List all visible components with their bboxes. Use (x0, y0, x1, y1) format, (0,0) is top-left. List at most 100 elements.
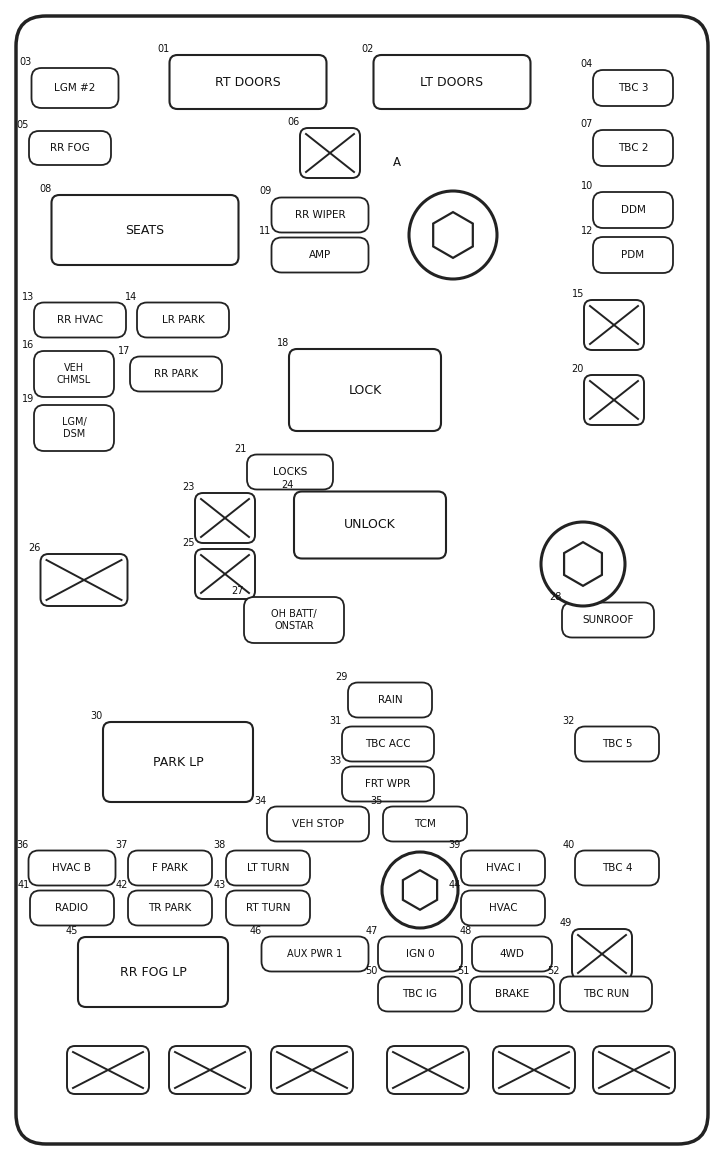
Text: 48: 48 (460, 926, 472, 935)
FancyBboxPatch shape (16, 16, 708, 1144)
Text: PDM: PDM (621, 251, 644, 260)
FancyBboxPatch shape (593, 70, 673, 106)
Text: RR FOG: RR FOG (50, 143, 90, 153)
Text: 51: 51 (458, 965, 470, 976)
FancyBboxPatch shape (472, 936, 552, 972)
Text: RR FOG LP: RR FOG LP (119, 965, 186, 979)
Text: 07: 07 (581, 119, 593, 129)
Polygon shape (403, 870, 437, 909)
Text: 01: 01 (157, 44, 169, 55)
FancyBboxPatch shape (267, 806, 369, 841)
FancyBboxPatch shape (584, 375, 644, 425)
FancyBboxPatch shape (584, 300, 644, 350)
Text: 49: 49 (560, 918, 572, 928)
Text: 38: 38 (214, 840, 226, 849)
FancyBboxPatch shape (575, 726, 659, 761)
Text: LGM/
DSM: LGM/ DSM (62, 418, 86, 438)
Text: 44: 44 (449, 879, 461, 890)
Text: 40: 40 (563, 840, 575, 849)
FancyBboxPatch shape (461, 850, 545, 885)
Text: VEH
CHMSL: VEH CHMSL (57, 363, 91, 385)
Text: HVAC B: HVAC B (53, 863, 91, 873)
Text: LOCK: LOCK (348, 384, 382, 397)
Text: RT TURN: RT TURN (245, 902, 290, 913)
Text: LT DOORS: LT DOORS (421, 75, 484, 88)
FancyBboxPatch shape (272, 197, 369, 232)
Text: RADIO: RADIO (56, 902, 88, 913)
Text: 04: 04 (581, 59, 593, 68)
Text: FRT WPR: FRT WPR (366, 780, 411, 789)
FancyBboxPatch shape (461, 891, 545, 926)
Text: 26: 26 (28, 543, 41, 553)
Text: TR PARK: TR PARK (148, 902, 192, 913)
Text: AUX PWR 1: AUX PWR 1 (287, 949, 342, 959)
FancyBboxPatch shape (593, 237, 673, 273)
Text: TBC ACC: TBC ACC (365, 739, 411, 749)
Text: TBC RUN: TBC RUN (583, 989, 629, 999)
Text: RR WIPER: RR WIPER (295, 210, 345, 220)
Text: TCM: TCM (414, 819, 436, 829)
Text: A: A (393, 155, 401, 168)
Text: DDM: DDM (620, 205, 645, 215)
Text: 46: 46 (249, 926, 261, 935)
Text: 08: 08 (39, 184, 51, 194)
Text: 20: 20 (572, 364, 584, 374)
FancyBboxPatch shape (169, 55, 327, 109)
Text: RT DOORS: RT DOORS (215, 75, 281, 88)
Text: TBC 5: TBC 5 (602, 739, 632, 749)
FancyBboxPatch shape (195, 493, 255, 543)
FancyBboxPatch shape (34, 303, 126, 338)
Text: 30: 30 (90, 711, 103, 722)
FancyBboxPatch shape (348, 682, 432, 718)
Text: 12: 12 (581, 226, 593, 235)
Text: 03: 03 (20, 57, 32, 67)
FancyBboxPatch shape (41, 554, 127, 606)
Text: 21: 21 (235, 443, 247, 454)
Text: 39: 39 (449, 840, 461, 849)
Text: F PARK: F PARK (152, 863, 188, 873)
Text: LGM #2: LGM #2 (54, 84, 96, 93)
Polygon shape (564, 542, 602, 586)
Text: UNLOCK: UNLOCK (344, 519, 396, 531)
FancyBboxPatch shape (387, 1046, 469, 1094)
Text: SUNROOF: SUNROOF (582, 615, 634, 625)
Text: RR HVAC: RR HVAC (57, 316, 103, 325)
Text: PARK LP: PARK LP (153, 755, 203, 768)
Circle shape (541, 522, 625, 606)
FancyBboxPatch shape (593, 1046, 675, 1094)
Text: 19: 19 (22, 394, 34, 404)
Text: 4WD: 4WD (500, 949, 524, 959)
Text: LT TURN: LT TURN (247, 863, 290, 873)
FancyBboxPatch shape (29, 131, 111, 165)
Text: 47: 47 (366, 926, 378, 935)
Text: 24: 24 (282, 480, 294, 491)
FancyBboxPatch shape (51, 195, 238, 264)
FancyBboxPatch shape (575, 850, 659, 885)
Text: 10: 10 (581, 181, 593, 191)
FancyBboxPatch shape (378, 977, 462, 1012)
Text: RR PARK: RR PARK (154, 369, 198, 379)
FancyBboxPatch shape (289, 349, 441, 432)
Text: 50: 50 (366, 965, 378, 976)
FancyBboxPatch shape (593, 193, 673, 229)
Text: 43: 43 (214, 879, 226, 890)
Text: 15: 15 (572, 289, 584, 299)
Text: 16: 16 (22, 340, 34, 350)
Text: 14: 14 (125, 291, 137, 302)
FancyBboxPatch shape (67, 1046, 149, 1094)
FancyBboxPatch shape (34, 405, 114, 451)
Text: 17: 17 (117, 346, 130, 355)
Text: OH BATT/
ONSTAR: OH BATT/ ONSTAR (272, 609, 317, 631)
Text: TBC IG: TBC IG (403, 989, 437, 999)
Text: 25: 25 (182, 538, 195, 548)
Text: 52: 52 (547, 965, 560, 976)
Text: VEH STOP: VEH STOP (292, 819, 344, 829)
FancyBboxPatch shape (32, 68, 119, 108)
Text: 18: 18 (277, 338, 289, 348)
FancyBboxPatch shape (342, 767, 434, 802)
FancyBboxPatch shape (130, 356, 222, 392)
FancyBboxPatch shape (247, 455, 333, 490)
FancyBboxPatch shape (30, 891, 114, 926)
FancyBboxPatch shape (342, 726, 434, 761)
FancyBboxPatch shape (28, 850, 116, 885)
